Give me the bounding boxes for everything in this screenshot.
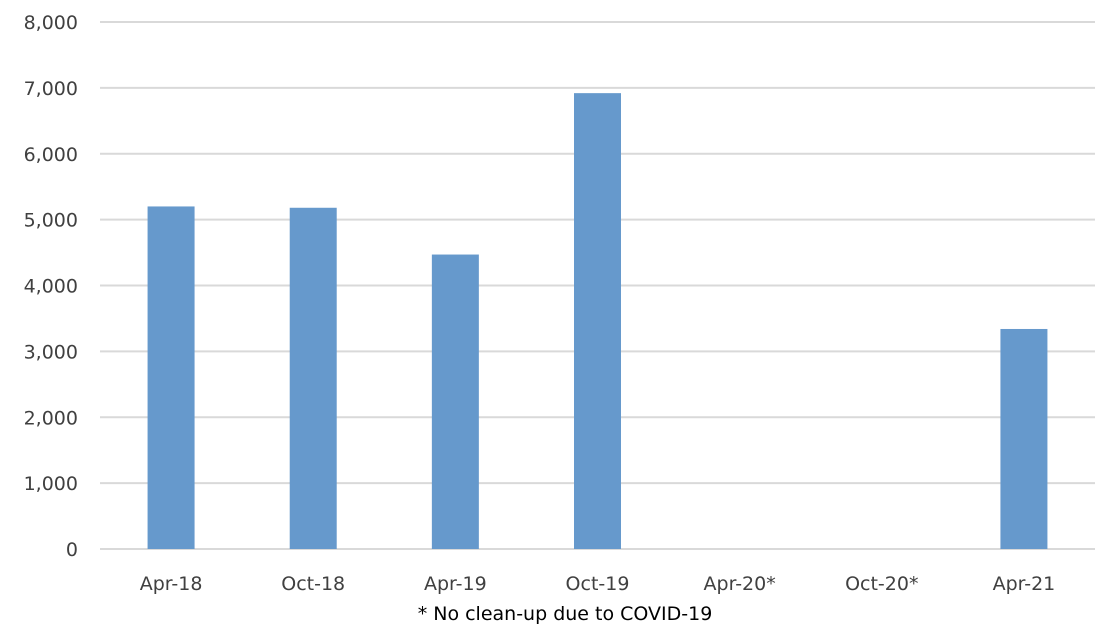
y-tick-label: 4,000 — [24, 276, 78, 298]
x-tick-label: Oct-19 — [566, 573, 630, 595]
y-tick-label: 5,000 — [24, 210, 78, 232]
bar-oct-18 — [289, 207, 337, 549]
bars — [147, 93, 1048, 550]
y-axis-tick-labels: 0 1,000 2,000 3,000 4,000 5,000 6,000 7,000 8,00… — [24, 12, 78, 561]
y-tick-label: 8,000 — [24, 12, 78, 34]
y-tick-label: 3,000 — [24, 341, 78, 363]
bar-apr-18 — [147, 206, 195, 549]
x-tick-label: Apr-18 — [140, 573, 203, 595]
y-tick-label: 2,000 — [24, 407, 78, 429]
x-tick-label: Oct-20* — [845, 573, 918, 595]
x-tick-label: Apr-19 — [424, 573, 487, 595]
bar-apr-21 — [1000, 328, 1048, 549]
bar-oct-19 — [574, 93, 621, 550]
y-tick-label: 6,000 — [24, 144, 78, 166]
y-tick-label: 0 — [66, 539, 78, 561]
x-tick-label: Apr-20* — [704, 573, 776, 595]
chart-footnote: * No clean-up due to COVID-19 — [418, 603, 713, 625]
y-tick-label: 1,000 — [24, 473, 78, 495]
y-tick-label: 7,000 — [24, 78, 78, 100]
x-axis-tick-labels: Apr-18 Oct-18 Apr-19 Oct-19 Apr-20* Oct-20* Ap… — [140, 573, 1056, 595]
x-tick-label: Oct-18 — [281, 573, 345, 595]
bar-apr-19 — [431, 254, 479, 549]
x-tick-label: Apr-21 — [993, 573, 1056, 595]
